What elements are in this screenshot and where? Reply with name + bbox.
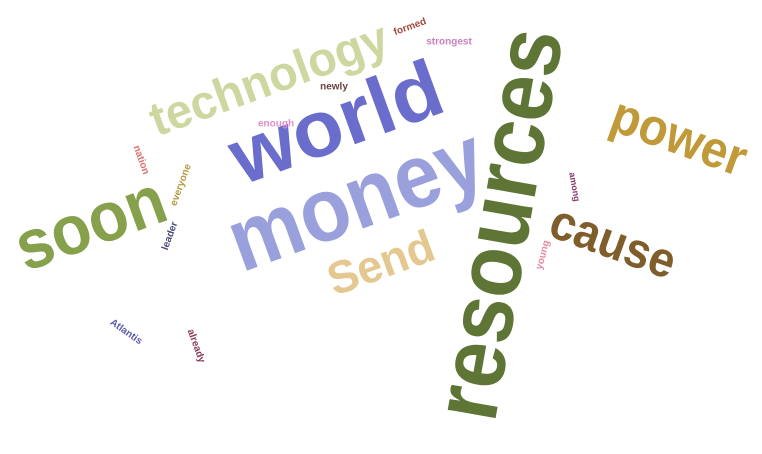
word-enough: enough [258, 119, 294, 130]
word-atlantis: Atlantis [108, 317, 145, 347]
word-strongest: strongest [426, 37, 472, 48]
word-formed: formed [392, 16, 428, 38]
word-everyone: everyone [168, 162, 194, 207]
word-power: power [603, 86, 754, 188]
word-cause: cause [543, 193, 684, 290]
word-soon: soon [4, 160, 176, 286]
word-already: already [185, 328, 207, 365]
word-newly: newly [320, 82, 348, 93]
